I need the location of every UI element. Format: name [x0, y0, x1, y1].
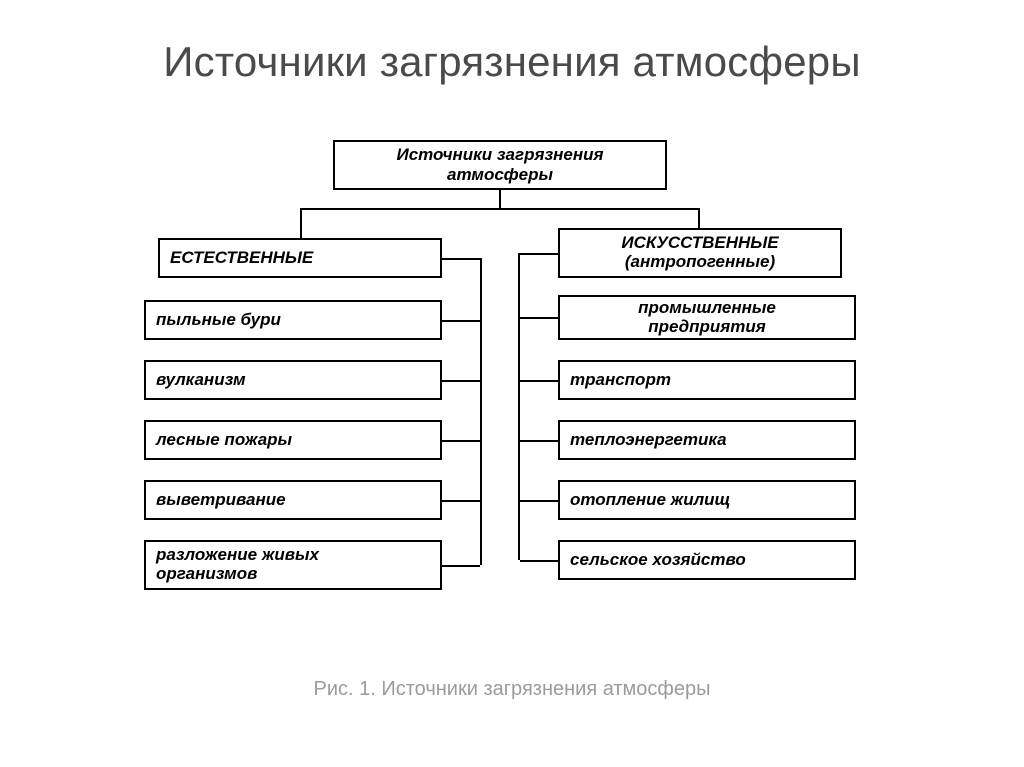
right-item-h-4	[520, 560, 558, 562]
slide-wrap: Источники загрязнения атмосферы Источник…	[0, 0, 1024, 767]
right-item-3-label: отопление жилищ	[570, 490, 730, 510]
conn-right-down	[698, 208, 700, 228]
right-item-h-2	[520, 440, 558, 442]
right-item-3: отопление жилищ	[558, 480, 856, 520]
right-item-h-3	[520, 500, 558, 502]
root-label: Источники загрязненияатмосферы	[396, 145, 603, 184]
root-box: Источники загрязненияатмосферы	[333, 140, 667, 190]
right-item-1: транспорт	[558, 360, 856, 400]
left-header-label: ЕСТЕСТВЕННЫЕ	[170, 248, 313, 268]
left-item-3-label: выветривание	[156, 490, 286, 510]
figure-caption: Рис. 1. Источники загрязнения атмосферы	[0, 678, 1024, 701]
right-item-4: сельское хозяйство	[558, 540, 856, 580]
right-header-box: ИСКУССТВЕННЫЕ(антропогенные)	[558, 228, 842, 278]
left-item-2: лесные пожары	[144, 420, 442, 460]
left-item-h-2	[442, 440, 480, 442]
left-item-h-0	[442, 320, 480, 322]
left-item-h-1	[442, 380, 480, 382]
left-item-h-3	[442, 500, 480, 502]
right-item-4-label: сельское хозяйство	[570, 550, 746, 570]
right-header-label: ИСКУССТВЕННЫЕ(антропогенные)	[621, 234, 778, 271]
left-item-1: вулканизм	[144, 360, 442, 400]
conn-left-down	[300, 208, 302, 238]
right-item-0-label: промышленныепредприятия	[638, 299, 776, 336]
conn-root-down	[499, 190, 501, 208]
left-item-1-label: вулканизм	[156, 370, 246, 390]
left-header-box: ЕСТЕСТВЕННЫЕ	[158, 238, 442, 278]
right-item-2: теплоэнергетика	[558, 420, 856, 460]
left-header-h	[442, 258, 480, 260]
left-item-h-4	[442, 565, 480, 567]
left-item-0: пыльные бури	[144, 300, 442, 340]
left-item-3: выветривание	[144, 480, 442, 520]
left-item-2-label: лесные пожары	[156, 430, 292, 450]
spine-right	[518, 253, 520, 560]
left-item-4-label: разложение живыхорганизмов	[156, 546, 319, 583]
right-header-h	[520, 253, 558, 255]
page-title: Источники загрязнения атмосферы	[0, 38, 1024, 86]
left-item-0-label: пыльные бури	[156, 310, 281, 330]
left-item-4: разложение живыхорганизмов	[144, 540, 442, 590]
right-item-1-label: транспорт	[570, 370, 671, 390]
conn-h-split	[300, 208, 700, 210]
right-item-h-0	[520, 317, 558, 319]
right-item-0: промышленныепредприятия	[558, 295, 856, 340]
right-item-2-label: теплоэнергетика	[570, 430, 727, 450]
spine-left	[480, 258, 482, 565]
right-item-h-1	[520, 380, 558, 382]
